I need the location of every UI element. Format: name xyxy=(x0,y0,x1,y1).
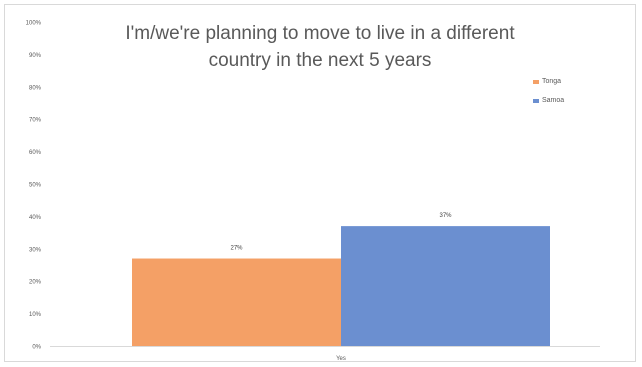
y-tick-label: 30% xyxy=(29,247,42,253)
legend-item-samoa: Samoa xyxy=(533,91,564,110)
bar-tonga xyxy=(132,258,341,346)
y-tick-label: 0% xyxy=(32,345,41,351)
y-tick-label: 80% xyxy=(29,85,42,91)
legend-label-tonga: Tonga xyxy=(542,78,562,85)
bar-samoa xyxy=(341,226,550,346)
data-label-tonga: 27% xyxy=(230,246,243,252)
y-tick-label: 40% xyxy=(29,215,42,221)
y-tick-label: 10% xyxy=(29,312,42,318)
y-tick-label: 50% xyxy=(29,183,42,189)
legend-swatch-tonga xyxy=(533,79,539,84)
chart-legend: Tonga Samoa xyxy=(533,72,564,110)
x-tick-label: Yes xyxy=(336,356,346,362)
y-tick-label: 100% xyxy=(26,21,42,27)
legend-item-tonga: Tonga xyxy=(533,72,564,91)
legend-label-samoa: Samoa xyxy=(542,97,565,104)
y-tick-label: 90% xyxy=(29,53,42,59)
y-tick-label: 70% xyxy=(29,118,42,124)
y-tick-label: 60% xyxy=(29,150,42,156)
chart-title: I'm/we're planning to move to live in a … xyxy=(125,23,515,71)
legend-swatch-samoa xyxy=(533,98,539,103)
y-tick-label: 20% xyxy=(29,280,42,286)
data-label-samoa: 37% xyxy=(439,213,452,219)
